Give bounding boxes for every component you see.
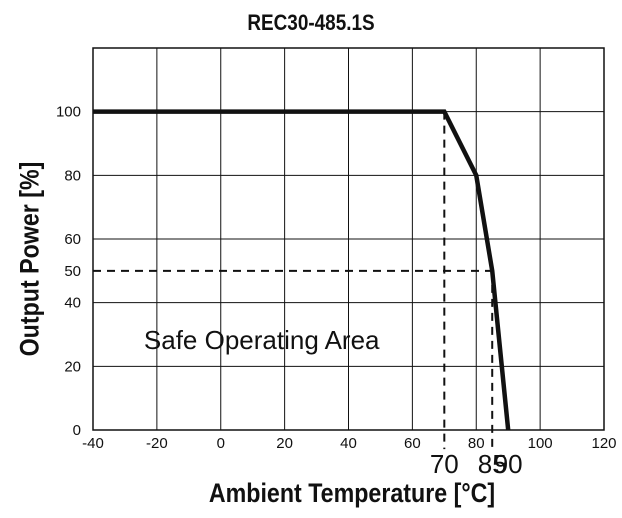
y-tick-label: 80	[64, 167, 81, 184]
chart-title: REC30-485.1S	[247, 10, 375, 35]
x-tick-label: 80	[468, 435, 485, 452]
y-tick-label: 50	[64, 263, 81, 280]
y-tick-label: 40	[64, 295, 81, 312]
x-tick-label: 40	[340, 435, 357, 452]
x-tick-label: 120	[591, 435, 616, 452]
x-tick-label: 0	[217, 435, 225, 452]
x-axis-label: Ambient Temperature [°C]	[208, 478, 496, 508]
x-marker-label: 70	[430, 449, 459, 479]
y-axis-label: Output Power [%]	[14, 161, 45, 357]
x-tick-label: 20	[276, 435, 293, 452]
y-tick-label: 60	[64, 231, 81, 248]
x-marker-label: 85	[478, 449, 507, 479]
y-tick-label: 0	[73, 422, 81, 439]
x-tick-label: 100	[528, 435, 553, 452]
x-tick-label: 60	[404, 435, 421, 452]
annotation-safe-area: Safe Operating Area	[144, 325, 380, 355]
plot-frame	[92, 47, 605, 431]
x-tick-label: -40	[82, 435, 104, 452]
x-tick-label: -20	[146, 435, 168, 452]
y-tick-label: 100	[56, 104, 81, 121]
series-line	[93, 109, 511, 431]
x-marker-label: 90	[494, 449, 523, 479]
y-tick-label: 20	[64, 358, 81, 375]
